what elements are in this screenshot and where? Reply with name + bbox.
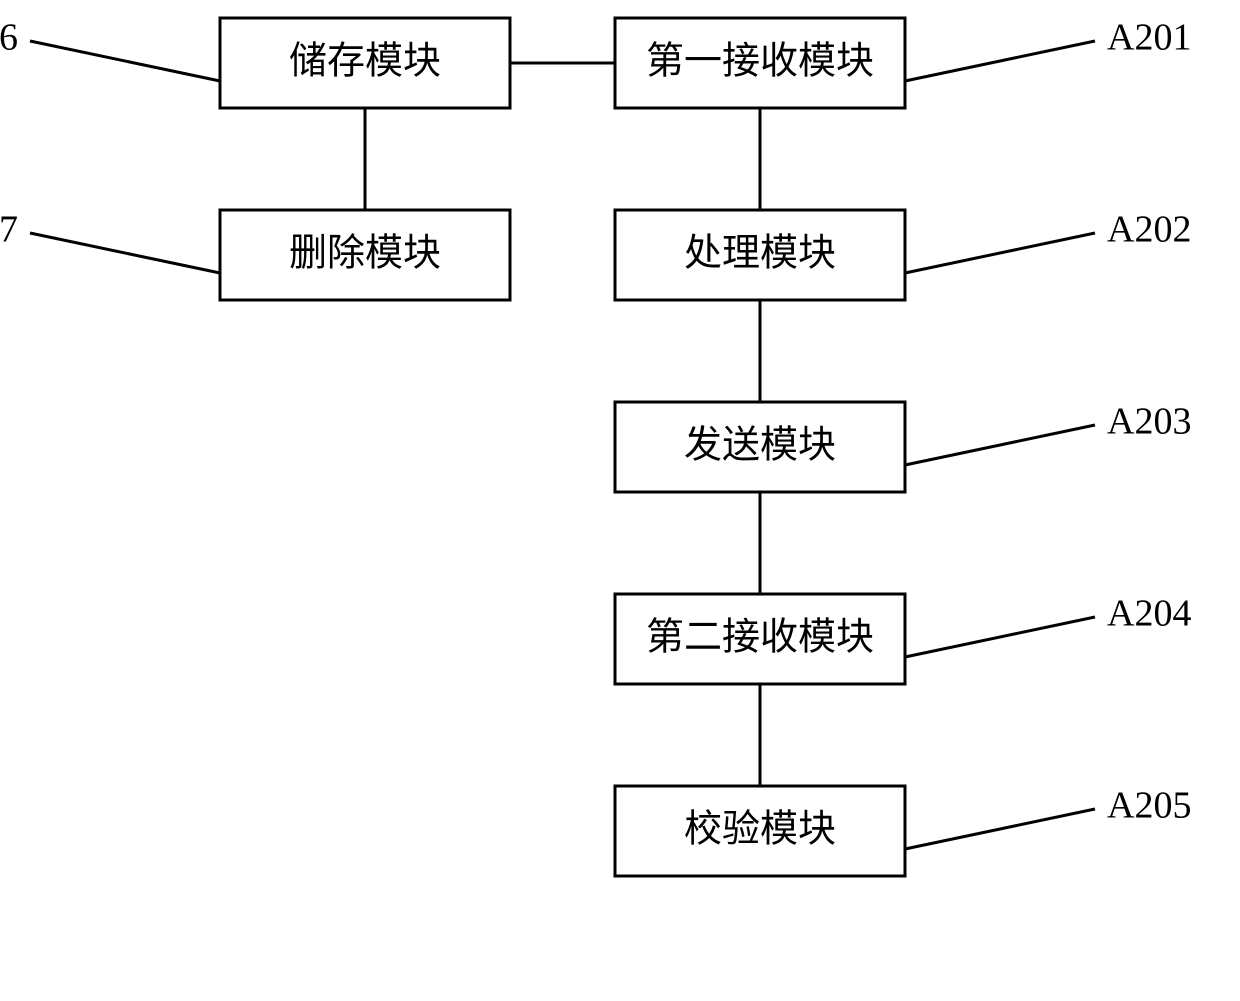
leader-A206 <box>30 41 220 81</box>
ref-A205: A205 <box>1107 785 1191 827</box>
node-A205-label: 校验模块 <box>684 809 836 851</box>
node-A204-label: 第二接收模块 <box>646 617 874 659</box>
leader-A204 <box>905 617 1095 657</box>
leader-A202 <box>905 233 1095 273</box>
ref-A203: A203 <box>1107 401 1191 443</box>
block-diagram: 储存模块 A206 删除模块 A207 第一接收模块 A201 处理模块 A202 发送模块 A2… <box>0 0 1240 1001</box>
ref-A201: A201 <box>1107 17 1191 59</box>
leader-A205 <box>905 809 1095 849</box>
ref-A207: A207 <box>0 209 18 251</box>
leader-A203 <box>905 425 1095 465</box>
leader-A201 <box>905 41 1095 81</box>
node-A207-label: 删除模块 <box>289 233 441 275</box>
node-A203-label: 发送模块 <box>684 425 836 467</box>
node-A201-label: 第一接收模块 <box>646 41 874 83</box>
ref-A202: A202 <box>1107 209 1191 251</box>
ref-A204: A204 <box>1107 593 1191 635</box>
node-A206-label: 储存模块 <box>289 41 441 83</box>
leader-A207 <box>30 233 220 273</box>
ref-A206: A206 <box>0 17 18 59</box>
node-A202-label: 处理模块 <box>684 233 836 275</box>
